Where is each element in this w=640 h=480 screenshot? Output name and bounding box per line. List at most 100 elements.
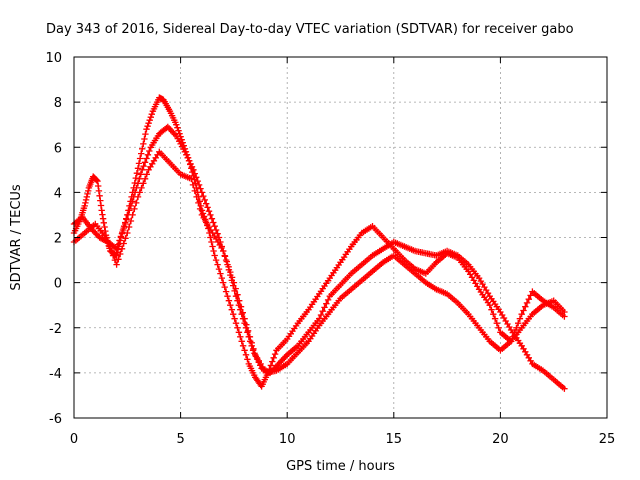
data-point [133, 199, 140, 207]
data-point [93, 177, 100, 184]
data-point [77, 215, 85, 222]
data-point [117, 250, 124, 258]
data-point [236, 297, 243, 304]
data-point [207, 234, 214, 241]
data-point [217, 270, 224, 277]
data-point [184, 154, 191, 161]
data-point [522, 303, 529, 310]
data-point [97, 202, 105, 209]
data-point [246, 333, 254, 340]
data-point [239, 309, 246, 316]
data-point [191, 170, 198, 177]
data-point [207, 211, 214, 219]
series-line [73, 150, 565, 374]
y-tick-label: 0 [54, 277, 62, 292]
data-point [516, 315, 524, 322]
data-point [319, 308, 326, 315]
data-point [145, 120, 152, 127]
data-point [122, 220, 129, 228]
data-point [210, 247, 217, 255]
data-point [144, 151, 152, 158]
chart-title: Day 343 of 2016, Sidereal Day-to-day VTE… [46, 22, 574, 37]
data-point [224, 293, 231, 300]
data-point [82, 199, 89, 207]
data-point [267, 362, 275, 369]
data-point [231, 315, 238, 322]
data-point [486, 302, 493, 309]
data-point [94, 177, 101, 185]
data-point [221, 253, 229, 260]
data-point [133, 170, 141, 177]
data-point [188, 175, 195, 182]
data-point [323, 300, 330, 307]
data-point [134, 193, 142, 201]
data-point [317, 311, 325, 319]
data-point [142, 130, 149, 138]
data-point [147, 114, 154, 121]
data-point [126, 207, 133, 214]
data-point [523, 299, 531, 307]
data-point [208, 238, 215, 246]
data-point [195, 199, 202, 207]
data-point [212, 256, 220, 264]
data-point [520, 307, 527, 314]
y-tick-label: 6 [54, 141, 62, 156]
data-point [203, 200, 210, 207]
data-point [232, 285, 239, 292]
data-point [106, 243, 113, 250]
y-tick-label: 8 [54, 96, 62, 111]
data-point [248, 339, 255, 346]
data-point [125, 223, 133, 231]
data-point [193, 193, 200, 201]
data-point [227, 302, 234, 309]
data-point [321, 304, 328, 311]
data-point [101, 223, 108, 231]
data-point [220, 279, 227, 286]
data-point [131, 205, 138, 213]
data-point [127, 202, 135, 210]
data-point [96, 192, 103, 199]
data-point [113, 245, 120, 252]
series-trace-2 [70, 123, 568, 392]
data-point [141, 175, 149, 182]
data-point [234, 291, 241, 298]
data-point [200, 192, 207, 200]
data-point [132, 174, 139, 182]
data-point [143, 171, 150, 178]
data-point [104, 238, 111, 246]
y-tick-label: 4 [54, 186, 62, 201]
data-point [100, 219, 107, 226]
data-point [146, 117, 153, 124]
data-point [117, 233, 125, 240]
data-point [239, 342, 247, 349]
data-point [230, 311, 237, 318]
data-point [495, 324, 502, 331]
y-tick-label: 10 [45, 51, 62, 66]
data-point [173, 121, 180, 128]
data-point [228, 274, 236, 281]
data-point [488, 306, 495, 313]
data-point [237, 303, 245, 310]
x-tick-label: 10 [279, 432, 296, 447]
x-tick-label: 0 [70, 432, 78, 447]
data-point [234, 324, 241, 331]
data-point [196, 205, 204, 213]
data-point [211, 223, 218, 230]
data-point [223, 258, 230, 265]
data-point [119, 229, 126, 236]
data-point [201, 196, 208, 204]
data-point [139, 166, 146, 173]
data-point [193, 174, 200, 181]
data-point [515, 320, 522, 327]
data-point [140, 180, 147, 187]
data-point [525, 296, 532, 303]
data-point [189, 181, 197, 189]
series-trace-3 [70, 148, 568, 377]
axis-ticks: 0 5 10 15 20 25 -6 -4 -2 0 2 4 6 8 10 [45, 51, 615, 447]
data-point [198, 189, 206, 196]
data-point [118, 245, 126, 252]
data-point [527, 292, 534, 299]
data-point [518, 311, 525, 318]
data-point [99, 211, 106, 218]
data-point [191, 187, 198, 195]
